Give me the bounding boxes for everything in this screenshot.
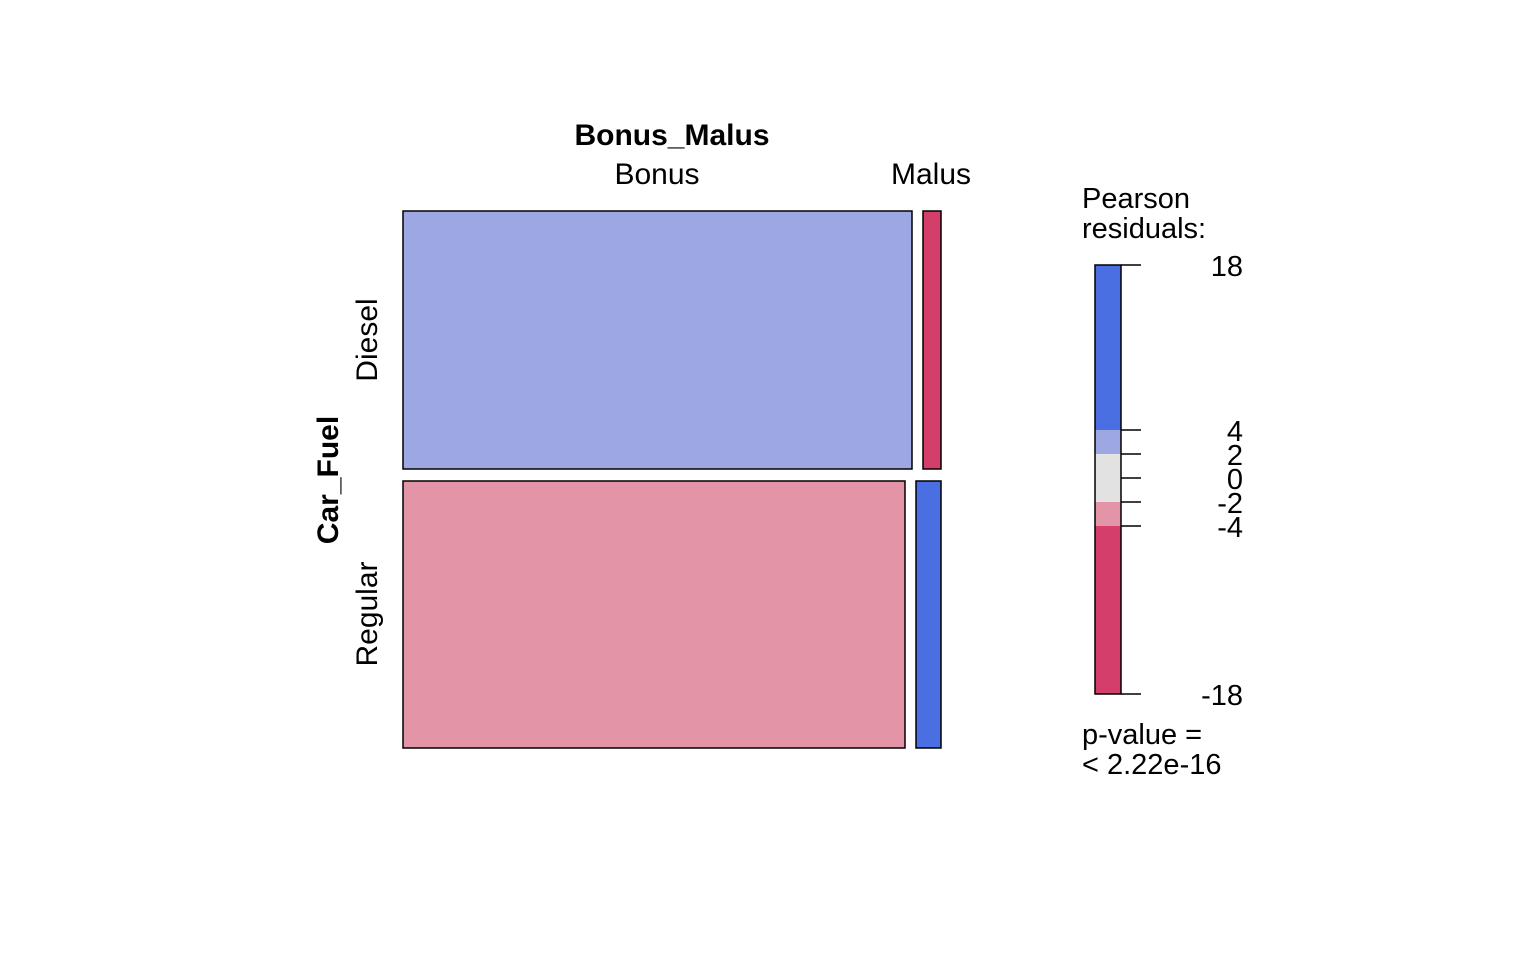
mosaic-tiles	[402, 210, 942, 749]
legend-tick-label: -4	[1217, 512, 1243, 544]
tile-regular-bonus	[402, 480, 906, 749]
legend-tick-label: 4	[1227, 416, 1243, 448]
row-level-diesel: Diesel	[351, 298, 384, 381]
column-level-malus: Malus	[891, 158, 971, 191]
p-value-line1: p-value =	[1082, 719, 1202, 751]
tile-diesel-bonus	[402, 210, 913, 470]
legend-colorbar	[1094, 264, 1122, 695]
tile-regular-malus	[915, 480, 942, 749]
legend-tick-label: 0	[1227, 464, 1243, 496]
legend-colorbar-frame	[1094, 264, 1122, 695]
row-level-regular: Regular	[351, 561, 384, 666]
legend-band-high-negative	[1095, 526, 1121, 694]
legend-ticks: 18 4 2 0 -2 -4 -18	[1121, 251, 1243, 712]
legend-tick-label: -2	[1217, 488, 1243, 520]
legend-tick-label: 2	[1227, 440, 1243, 472]
legend-tick-label: -18	[1201, 680, 1243, 712]
legend-band-positive	[1095, 430, 1121, 454]
legend-band-neutral	[1095, 454, 1121, 502]
tile-diesel-malus	[922, 210, 942, 470]
legend-band-high-positive	[1095, 265, 1121, 430]
legend-title-line2: residuals:	[1082, 213, 1206, 245]
column-level-bonus: Bonus	[614, 158, 699, 191]
legend-band-negative	[1095, 502, 1121, 526]
column-variable-label: Bonus_Malus	[574, 119, 769, 152]
row-variable-label: Car_Fuel	[312, 416, 345, 544]
legend-tick-label: 18	[1211, 251, 1243, 283]
p-value-line2: < 2.22e-16	[1082, 749, 1221, 781]
legend-title-line1: Pearson	[1082, 183, 1190, 215]
